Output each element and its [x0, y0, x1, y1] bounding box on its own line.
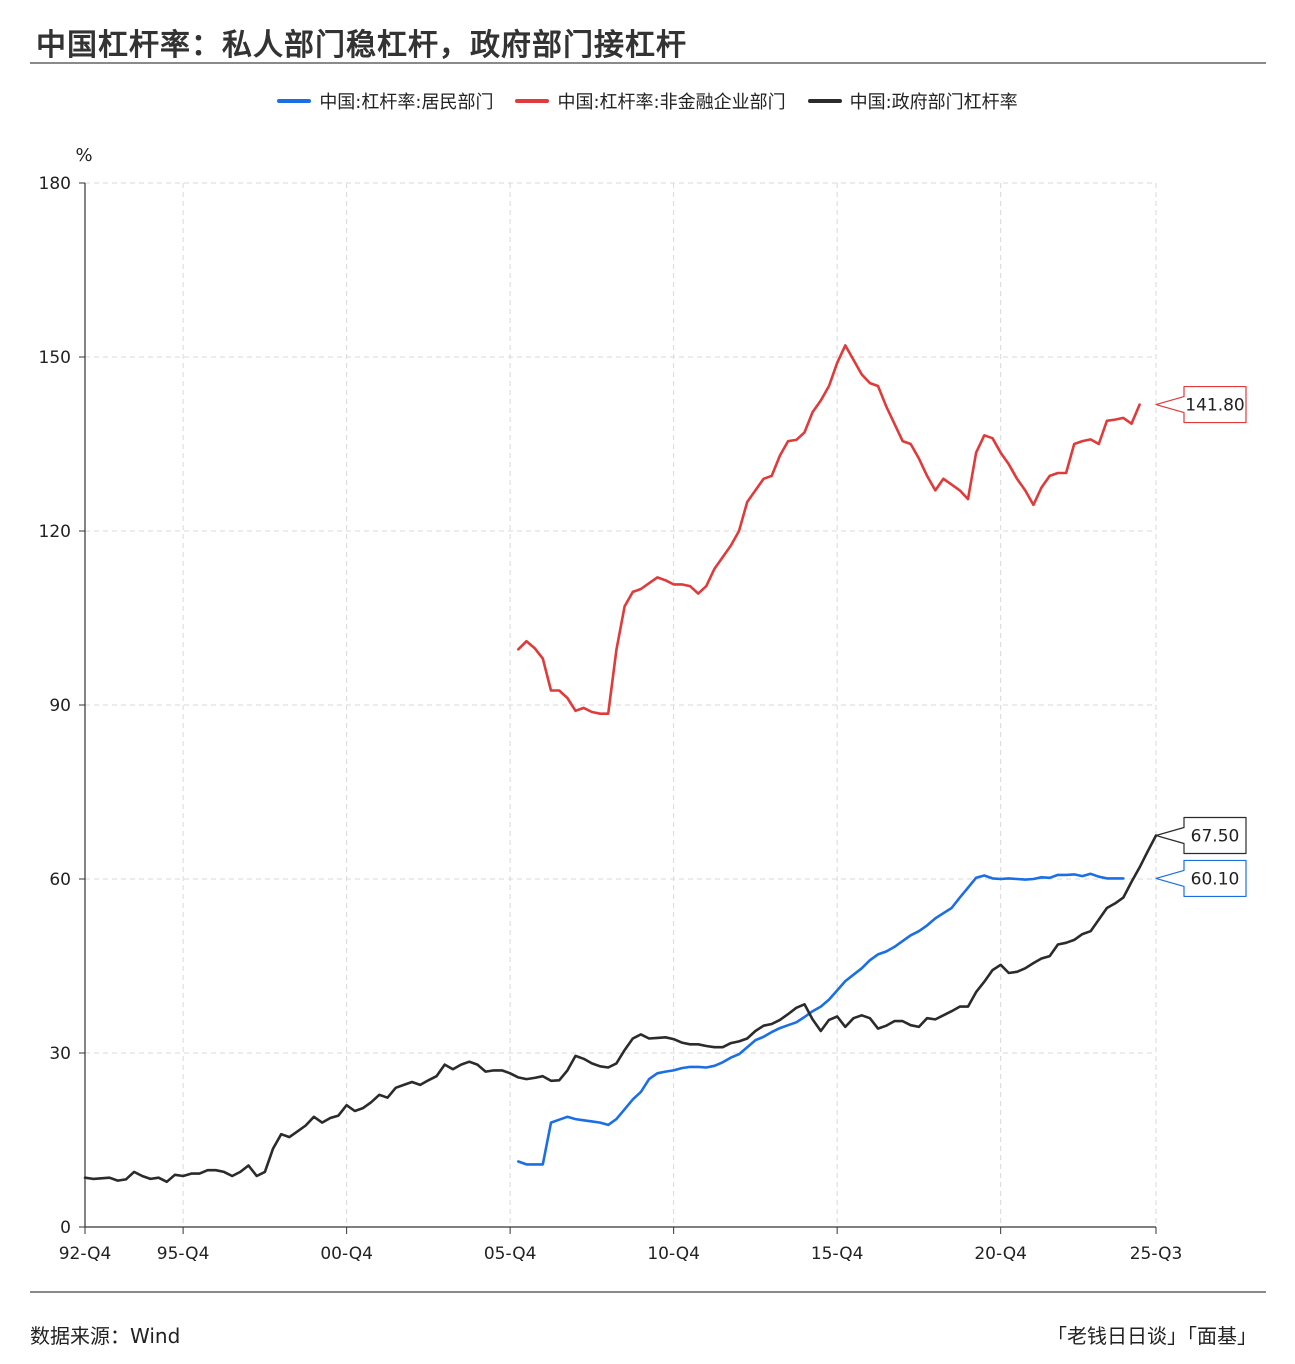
x-tick-label: 05-Q4	[484, 1244, 537, 1264]
data-source: 数据来源：Wind	[30, 1324, 181, 1348]
callout-box	[1155, 816, 1247, 855]
callout-value: 60.10	[1191, 869, 1240, 889]
x-tick-label: 20-Q4	[974, 1244, 1027, 1264]
government-end-label: 67.50	[1155, 816, 1247, 855]
household-end-label: 60.10	[1155, 859, 1247, 898]
household-line	[517, 872, 1125, 1166]
y-tick-label: 150	[39, 348, 71, 368]
legend-swatch-corporate	[515, 99, 550, 103]
line-chart: % 0 30 60 90 120 150 180 92-Q4 95-Q4 00-Q4 05-Q4 10…	[39, 145, 1247, 1264]
legend: 中国:杠杆率:居民部门 中国:杠杆率:非金融企业部门 中国:政府部门杠杆率	[0, 88, 1295, 114]
legend-swatch-household	[277, 99, 312, 103]
legend-swatch-government	[807, 99, 842, 103]
grid	[85, 182, 1157, 1227]
y-tick-label: 30	[49, 1044, 71, 1064]
corporate-end-label: 141.80	[1155, 385, 1247, 424]
legend-label-corporate: 中国:杠杆率:非金融企业部门	[557, 92, 786, 113]
legend-item-household[interactable]: 中国:杠杆率:居民部门	[277, 88, 493, 114]
legend-label-household: 中国:杠杆率:居民部门	[319, 92, 494, 113]
callout-value: 67.50	[1191, 827, 1240, 847]
y-tick-label: 120	[39, 522, 71, 542]
y-tick-label: 60	[49, 870, 71, 890]
x-tick-label: 92-Q4	[59, 1244, 112, 1264]
x-tick-label: 15-Q4	[811, 1244, 864, 1264]
x-tick-label: 00-Q4	[320, 1244, 373, 1264]
x-tick-label: 10-Q4	[647, 1244, 700, 1264]
government-line	[83, 834, 1158, 1184]
footer-divider	[30, 1291, 1266, 1293]
x-tick-label: 25-Q3	[1130, 1244, 1183, 1264]
callout-box	[1155, 385, 1247, 424]
chart-title: 中国杠杆率：私人部门稳杠杆，政府部门接杠杆	[36, 28, 687, 63]
corporate-line	[517, 344, 1141, 715]
y-tick-label: 0	[60, 1218, 71, 1238]
y-unit-label: %	[75, 145, 92, 166]
series-lines	[83, 344, 1158, 1184]
y-tick-label: 90	[49, 696, 71, 716]
title-divider	[30, 62, 1266, 64]
end-callouts: 60.10 141.80 67.50	[1155, 385, 1247, 898]
callout-box	[1155, 859, 1247, 898]
callout-value: 141.80	[1185, 396, 1244, 416]
credit-text: 「老钱日日谈」「面基」	[1047, 1324, 1257, 1348]
legend-item-government[interactable]: 中国:政府部门杠杆率	[807, 88, 1018, 114]
legend-label-government: 中国:政府部门杠杆率	[849, 92, 1018, 113]
y-tick-label: 180	[39, 174, 71, 194]
axes: 0 30 60 90 120 150 180 92-Q4 95-Q4 00-Q4 05-Q4 10-Q…	[39, 174, 1183, 1264]
x-tick-label: 95-Q4	[157, 1244, 210, 1264]
legend-item-corporate[interactable]: 中国:杠杆率:非金融企业部门	[515, 88, 786, 114]
